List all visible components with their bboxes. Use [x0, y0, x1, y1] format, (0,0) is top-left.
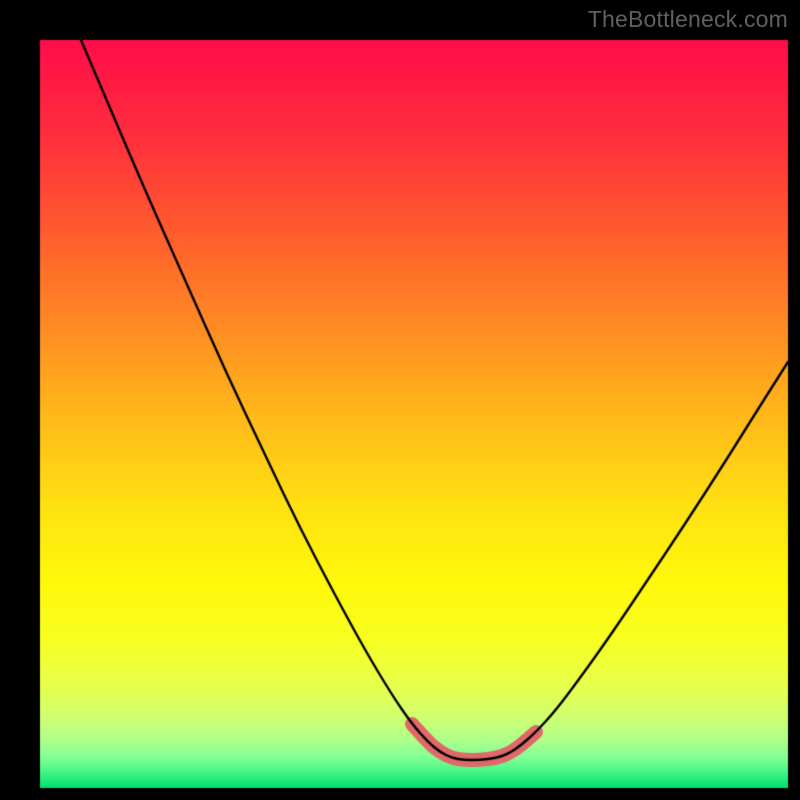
bottleneck-chart	[0, 0, 800, 800]
watermark-text: TheBottleneck.com	[588, 6, 788, 33]
